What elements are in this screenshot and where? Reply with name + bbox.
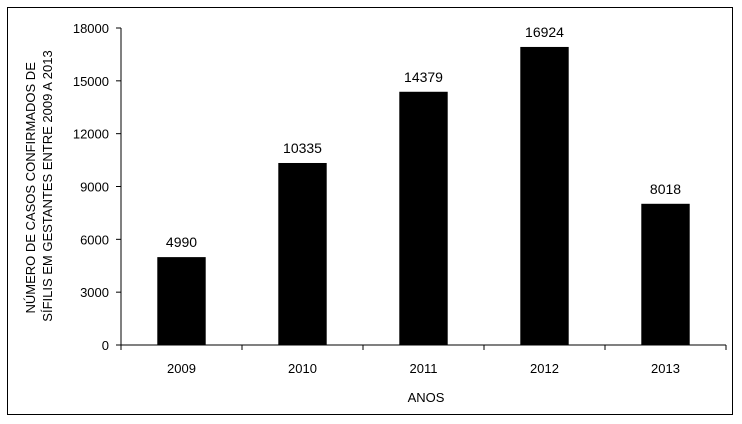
x-tick-label: 2011 bbox=[410, 361, 438, 376]
data-label-2013: 8018 bbox=[650, 181, 681, 197]
x-tick-label: 2009 bbox=[167, 361, 196, 376]
y-tick-label: 18000 bbox=[73, 21, 109, 36]
y-tick-label: 6000 bbox=[80, 232, 109, 247]
x-tick-label: 2012 bbox=[530, 361, 559, 376]
y-axis-title-line-2: SÍFILIS EM GESTANTES ENTRE 2009 A 2013 bbox=[40, 50, 55, 321]
y-axis-title-line-1: NÚMERO DE CASOS CONFIRMADOS DE bbox=[23, 62, 38, 314]
y-tick-label: 0 bbox=[102, 338, 109, 353]
data-label-2011: 14379 bbox=[404, 69, 443, 85]
x-tick-label: 2010 bbox=[288, 361, 317, 376]
data-label-2009: 4990 bbox=[166, 234, 197, 250]
bar-2011 bbox=[399, 91, 448, 345]
y-tick-label: 3000 bbox=[80, 285, 109, 300]
bar-2010 bbox=[278, 162, 327, 345]
x-axis-title: ANOS bbox=[408, 390, 445, 405]
y-tick-label: 12000 bbox=[73, 127, 109, 142]
bar-2009 bbox=[157, 257, 206, 345]
bars bbox=[157, 46, 690, 345]
y-tick-label: 15000 bbox=[73, 74, 109, 89]
data-label-2012: 16924 bbox=[525, 24, 564, 40]
chart-frame bbox=[7, 7, 733, 415]
bar-2013 bbox=[641, 203, 690, 345]
x-axis: 2009 2010 2011 2012 2013 bbox=[120, 344, 727, 376]
bar-2012 bbox=[520, 46, 569, 345]
x-tick-label: 2013 bbox=[651, 361, 680, 376]
y-axis: 0 3000 6000 9000 12000 15000 18000 bbox=[73, 21, 122, 353]
data-labels: 4990 10335 14379 16924 8018 bbox=[166, 24, 681, 250]
y-tick-label: 9000 bbox=[80, 180, 109, 195]
data-label-2010: 10335 bbox=[283, 140, 322, 156]
y-axis-title: NÚMERO DE CASOS CONFIRMADOS DE SÍFILIS E… bbox=[23, 50, 55, 321]
